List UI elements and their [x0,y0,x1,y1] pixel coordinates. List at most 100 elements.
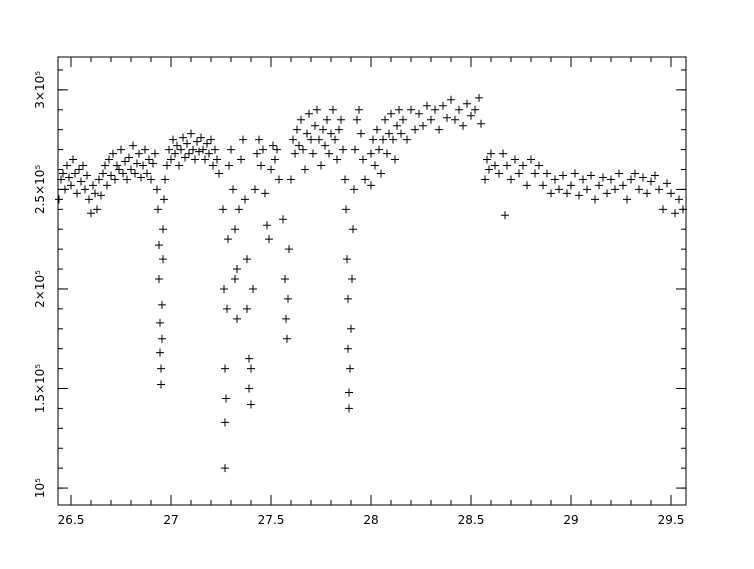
data-point [491,161,499,170]
data-point [187,129,195,138]
data-point [283,334,291,343]
data-point [643,189,651,198]
data-point [667,189,675,198]
data-point [651,171,659,180]
data-point [635,185,643,194]
data-point [97,191,105,200]
data-point [131,169,139,178]
data-point [199,145,207,154]
data-point [233,314,241,323]
data-point [295,141,303,150]
y-tick-label: 3×10⁵ [33,71,47,109]
data-point [263,221,271,230]
data-point [639,173,647,182]
data-point [345,404,353,413]
data-point [107,171,115,180]
data-point [455,105,463,114]
data-point [160,195,168,204]
data-point [335,125,343,134]
data-point [611,185,619,194]
data-point [379,135,387,144]
data-point [411,125,419,134]
data-point [341,175,349,184]
data-point [547,189,555,198]
data-point [221,464,229,473]
data-point [309,149,317,158]
data-point [261,189,269,198]
data-point [189,145,197,154]
data-point [485,165,493,174]
data-point [154,205,162,214]
data-point [205,149,213,158]
data-point [367,149,375,158]
data-point [113,161,121,170]
data-point [201,155,209,164]
data-point [127,165,135,174]
data-point [221,364,229,373]
data-point [284,294,292,303]
data-point [399,115,407,124]
data-point [373,125,381,134]
data-point [55,195,63,204]
data-point [369,135,377,144]
data-point [343,255,351,264]
data-point [307,135,315,144]
data-point [203,139,211,148]
data-point [209,161,217,170]
data-point [57,175,65,184]
data-point [397,129,405,138]
data-point [89,181,97,190]
data-point [531,169,539,178]
data-point [281,275,289,284]
data-point [271,155,279,164]
data-point [185,149,193,158]
data-point [375,145,383,154]
data-point [224,235,232,244]
data-point [427,115,435,124]
data-point [169,135,177,144]
data-point [235,205,243,214]
data-point [220,284,228,293]
data-point [623,195,631,204]
data-point [193,137,201,146]
x-tick-label: 28 [363,513,378,527]
data-point [403,135,411,144]
data-point [463,99,471,108]
data-point [149,159,157,168]
data-point [359,155,367,164]
data-point [179,133,187,142]
data-point [431,105,439,114]
x-tick-label: 27 [163,513,178,527]
data-point [167,155,175,164]
data-point [655,185,663,194]
data-point [225,161,233,170]
data-point [105,155,113,164]
data-point [243,304,251,313]
data-point [355,105,363,114]
data-point [591,195,599,204]
data-point [435,125,443,134]
data-point [249,284,257,293]
data-point [349,225,357,234]
data-point [483,155,491,164]
data-point [119,169,127,178]
y-tick-label: 10⁵ [33,478,47,498]
data-point [579,175,587,184]
data-point [347,324,355,333]
data-point [129,141,137,150]
data-point [317,161,325,170]
data-point [139,161,147,170]
data-point [183,139,191,148]
data-point [87,209,95,218]
data-point [207,135,215,144]
data-point [117,145,125,154]
data-point [527,155,535,164]
data-point [299,145,307,154]
data-point [348,275,356,284]
data-point [77,177,85,186]
x-tick-label: 29.5 [658,513,685,527]
data-point [361,175,369,184]
data-point [357,129,365,138]
data-point [301,165,309,174]
data-point [321,141,329,150]
